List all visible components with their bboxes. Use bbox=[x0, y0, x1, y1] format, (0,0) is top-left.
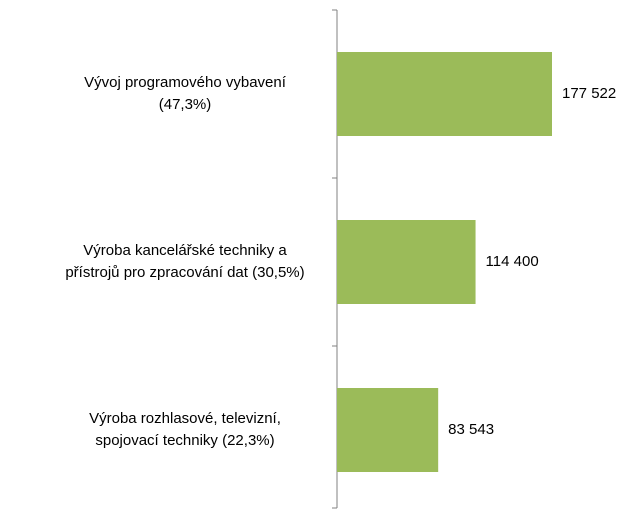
category-label: Vývoj programového vybavení (47,3%) bbox=[84, 74, 287, 113]
category-label: Výroba kancelářské techniky a přístrojů p… bbox=[65, 242, 304, 281]
value-label: 177 522 bbox=[562, 85, 616, 102]
bar bbox=[337, 388, 439, 472]
value-label: 83 543 bbox=[448, 421, 494, 438]
value-label: 114 400 bbox=[486, 253, 539, 270]
bar bbox=[337, 52, 552, 136]
bar bbox=[337, 220, 476, 304]
category-label: Výroba rozhlasové, televizní, spojovací t… bbox=[89, 410, 281, 449]
